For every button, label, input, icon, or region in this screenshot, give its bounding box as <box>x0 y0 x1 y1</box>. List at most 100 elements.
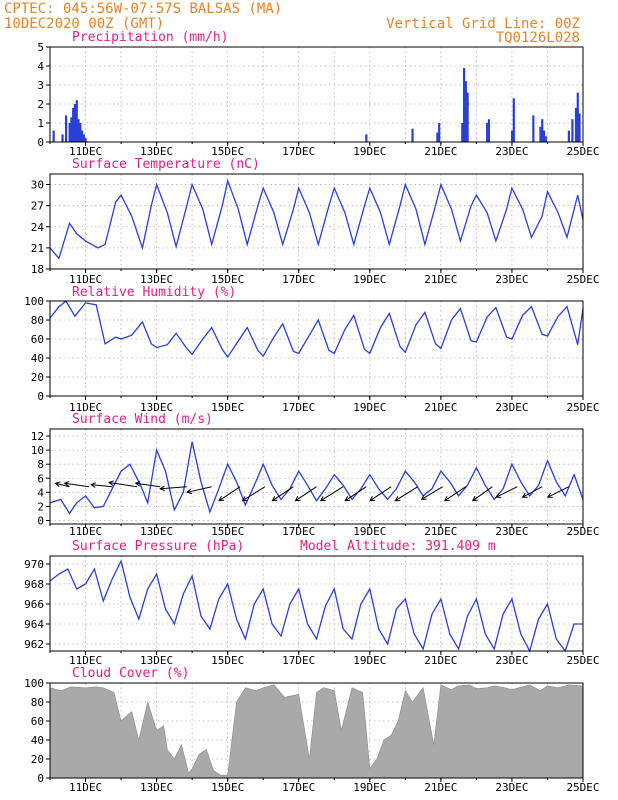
precip-bar <box>70 117 73 142</box>
panel-frame <box>49 46 584 143</box>
wind-arrow <box>522 486 543 498</box>
precip-bar <box>75 100 78 142</box>
x-tick-label: 25DEC <box>566 273 599 286</box>
x-tick-label: 21DEC <box>424 273 457 286</box>
x-tick-label: 13DEC <box>140 273 173 286</box>
x-tick-label: 23DEC <box>495 654 528 667</box>
panel-cloud: 0 20 40 60 80 100 11DEC 13DEC 15DEC 17DEC 19DEC 21D… <box>24 666 599 794</box>
panel-title: Relative Humidity (%) <box>72 285 236 300</box>
wind-arrowhead <box>344 496 351 502</box>
x-tick-label: 15DEC <box>211 401 244 414</box>
x-tick-label: 19DEC <box>353 781 386 794</box>
panel-title: Precipitation (mm/h) <box>72 30 229 45</box>
x-tick-label: 11DEC <box>69 525 102 538</box>
y-tick-label: 80 <box>31 696 44 709</box>
precip-bar <box>532 115 535 142</box>
precip-bar <box>539 126 542 142</box>
x-tick-label: 17DEC <box>282 781 315 794</box>
panel-precip: 0 1 2 3 4 5 11DEC 13DEC 15DEC 17DEC 19DEC 21DEC 23DE… <box>37 30 599 158</box>
wind-arrow <box>395 486 419 502</box>
panel-frame <box>49 428 584 525</box>
precip-bar <box>576 92 579 142</box>
wind-arrow <box>421 486 443 500</box>
wind-arrowhead <box>394 496 401 502</box>
wind-arrow <box>55 482 70 488</box>
x-tick-label: 15DEC <box>211 273 244 286</box>
panel-rh: 0 20 40 60 80 100 11DEC 13DEC 15DEC 17DEC 19DEC 21D… <box>24 285 599 414</box>
x-tick-label: 23DEC <box>495 401 528 414</box>
x-tick-label: 11DEC <box>69 654 102 667</box>
y-tick-label: 2 <box>37 98 44 111</box>
grid-line-note: Vertical Grid Line: 00Z <box>386 16 580 32</box>
x-tick-label: 15DEC <box>211 145 244 158</box>
wind-arrowhead <box>108 480 114 486</box>
wind-arrowhead <box>186 488 193 495</box>
y-tick-label: 8 <box>37 458 44 471</box>
panel-temp: 18 21 24 27 30 11DEC 13DEC 15DEC 17DEC 19DEC 21DEC… <box>31 157 600 286</box>
y-tick-label: 60 <box>31 715 44 728</box>
wind-arrowhead <box>420 494 427 500</box>
wind-arrowhead <box>471 495 478 502</box>
run-date: 10DEC2020 00Z (GMT) <box>4 16 164 32</box>
wind-arrow <box>187 486 212 493</box>
x-tick-label: 23DEC <box>495 145 528 158</box>
wind-arrowhead <box>241 496 248 502</box>
precip-bar <box>541 119 544 142</box>
wind-arrowhead <box>369 496 376 502</box>
x-tick-label: 23DEC <box>495 273 528 286</box>
wind-arrowhead <box>521 492 528 498</box>
x-tick-label: 17DEC <box>282 654 315 667</box>
precip-bar <box>487 119 491 142</box>
precip-bar <box>68 123 71 142</box>
precip-bar <box>510 130 514 142</box>
x-tick-label: 15DEC <box>211 654 244 667</box>
y-tick-label: 0 <box>37 772 44 785</box>
pressure-series-line <box>49 559 583 653</box>
wind-arrow <box>91 484 113 488</box>
y-tick-label: 0 <box>37 514 44 527</box>
wind-arrow <box>472 486 493 502</box>
wind-arrowhead <box>218 496 225 502</box>
precip-bar <box>77 119 80 142</box>
x-tick-label: 25DEC <box>566 781 599 794</box>
wind-arrowhead <box>546 492 553 498</box>
cloud-area <box>49 684 584 779</box>
x-tick-label: 11DEC <box>69 401 102 414</box>
wind-arrow <box>320 486 344 502</box>
y-tick-label: 20 <box>31 371 44 384</box>
precip-bar <box>72 107 75 142</box>
x-tick-label: 11DEC <box>69 273 102 286</box>
y-tick-label: 966 <box>24 598 44 611</box>
y-tick-label: 60 <box>31 333 44 346</box>
precip-bar <box>512 98 515 142</box>
y-tick-label: 24 <box>31 221 45 234</box>
x-tick-label: 23DEC <box>495 525 528 538</box>
panel-pressure: 962 964 966 968 970 11DEC 13DEC 15DEC 17DEC 19DEC… <box>24 539 599 667</box>
wind-arrow <box>344 486 367 502</box>
y-tick-label: 20 <box>31 753 44 766</box>
precip-bar <box>64 115 68 142</box>
precip-bar <box>52 130 55 142</box>
precip-bar <box>61 134 64 142</box>
precip-bar <box>464 81 467 142</box>
x-tick-label: 23DEC <box>495 781 528 794</box>
y-tick-label: 4 <box>37 486 44 499</box>
x-tick-label: 21DEC <box>424 401 457 414</box>
panel-title: Surface Pressure (hPa) <box>72 539 244 554</box>
wind-arrowhead <box>159 485 165 492</box>
wind-arrow <box>64 482 90 488</box>
y-tick-label: 27 <box>31 200 44 213</box>
panel-frame <box>49 300 584 397</box>
y-tick-label: 40 <box>31 352 44 365</box>
wind-arrow <box>369 486 392 502</box>
x-tick-label: 21DEC <box>424 781 457 794</box>
precip-bar <box>411 128 414 142</box>
wind-arrowhead <box>63 480 70 487</box>
wind-arrow <box>108 482 138 488</box>
wind-arrowhead <box>271 496 278 502</box>
precip-bar <box>80 130 84 142</box>
x-tick-label: 19DEC <box>353 145 386 158</box>
panel-subtitle: Model Altitude: 391.409 m <box>300 539 496 554</box>
y-tick-label: 5 <box>37 41 44 54</box>
y-tick-label: 40 <box>31 734 44 747</box>
